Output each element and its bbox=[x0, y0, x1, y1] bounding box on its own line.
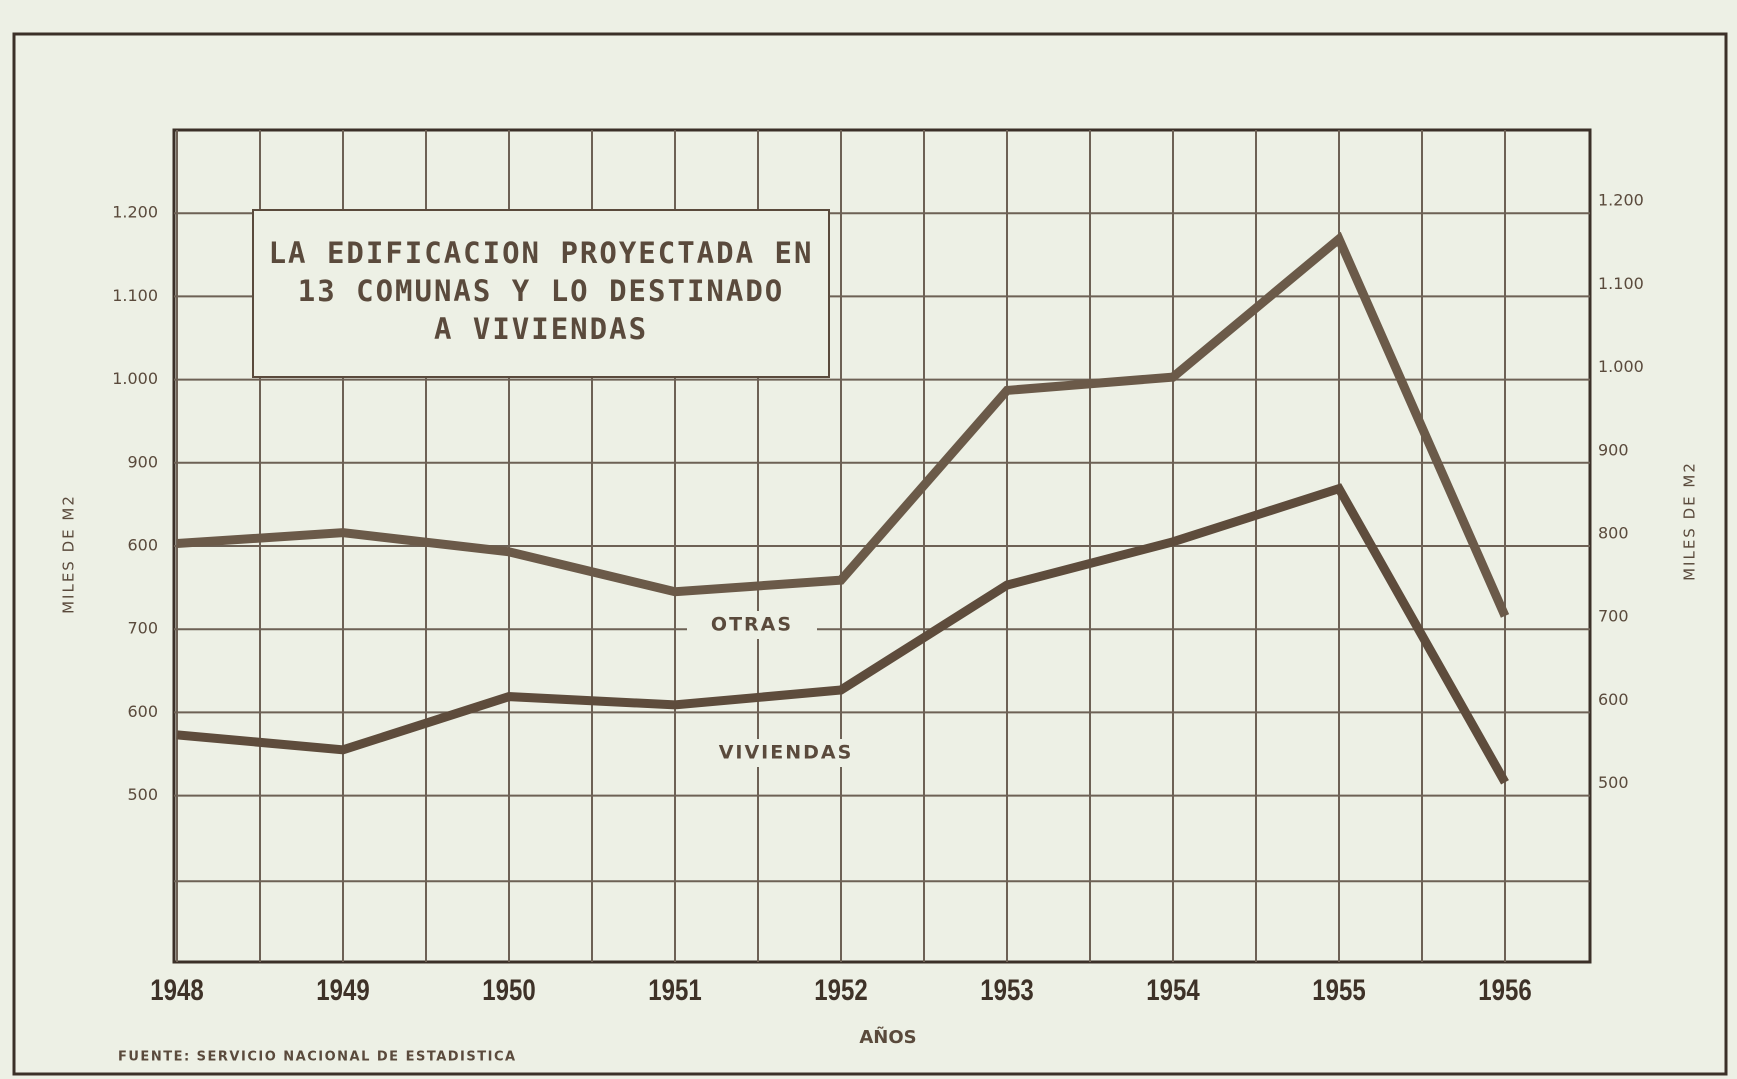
y-tick-label: 900 bbox=[127, 452, 158, 471]
source-note: FUENTE: SERVICIO NACIONAL DE ESTADISTICA bbox=[118, 1050, 517, 1065]
x-tick-label: 1949 bbox=[316, 972, 369, 1006]
x-tick-label: 1950 bbox=[482, 972, 535, 1006]
chart-title: LA EDIFICACION PROYECTADA EN bbox=[269, 236, 814, 270]
y-tick-label: 700 bbox=[127, 619, 158, 638]
y-tick-label: 1.100 bbox=[112, 286, 158, 305]
x-tick-label: 1952 bbox=[814, 972, 867, 1006]
chart-title: A VIVIENDAS bbox=[434, 312, 648, 346]
x-axis-label: AÑOS bbox=[859, 1025, 916, 1048]
y-axis-label: MILES DE M2 bbox=[60, 494, 78, 614]
y-tick-label: 500 bbox=[127, 785, 158, 804]
y-tick-label: 1.200 bbox=[112, 203, 158, 222]
y-tick-label: 600 bbox=[127, 536, 158, 555]
series-line bbox=[176, 483, 1509, 785]
y2-tick-label: 1.100 bbox=[1598, 274, 1644, 293]
series-label: OTRAS bbox=[711, 614, 793, 636]
y2-axis-label: MILES DE M2 bbox=[1681, 461, 1699, 581]
frame bbox=[12, 32, 1728, 1076]
series-line bbox=[176, 231, 1510, 618]
series-label-bg bbox=[687, 611, 817, 639]
y2-tick-label: 600 bbox=[1598, 690, 1629, 709]
series-label: VIVIENDAS bbox=[719, 742, 854, 764]
chart-title: 13 COMUNAS Y LO DESTINADO bbox=[298, 274, 785, 308]
y2-tick-label: 1.200 bbox=[1598, 191, 1644, 210]
x-tick-label: 1956 bbox=[1478, 972, 1531, 1006]
y-tick-label: 600 bbox=[127, 702, 158, 721]
y2-tick-label: 900 bbox=[1598, 440, 1629, 459]
y2-tick-label: 700 bbox=[1598, 607, 1629, 626]
x-tick-label: 1955 bbox=[1312, 972, 1365, 1006]
y-tick-label: 1.000 bbox=[112, 369, 158, 388]
y2-tick-label: 800 bbox=[1598, 524, 1629, 543]
series-label-bg bbox=[706, 739, 866, 767]
title-box bbox=[252, 209, 830, 378]
y2-tick-label: 1.000 bbox=[1598, 357, 1644, 376]
x-tick-label: 1953 bbox=[980, 972, 1033, 1006]
y2-tick-label: 500 bbox=[1598, 773, 1629, 792]
x-tick-label: 1951 bbox=[648, 972, 701, 1006]
x-tick-label: 1954 bbox=[1146, 972, 1199, 1006]
x-tick-label: 1948 bbox=[150, 972, 203, 1006]
